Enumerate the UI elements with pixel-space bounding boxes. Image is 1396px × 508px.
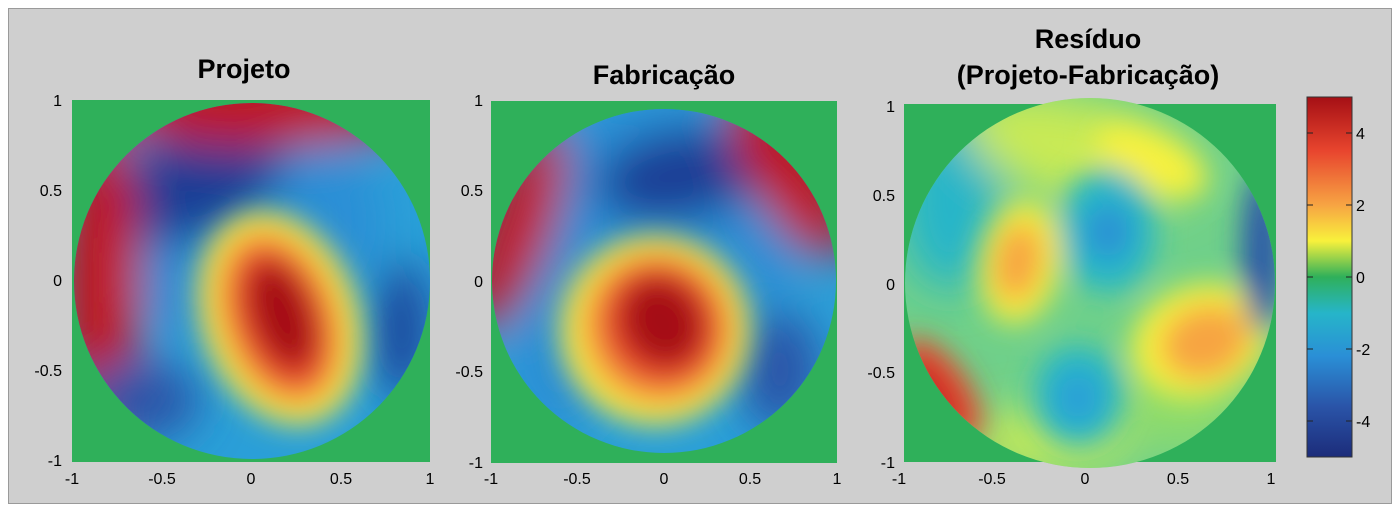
panel-1-ytick: -1 (48, 453, 62, 470)
panel-1-xtick: 0.5 (330, 471, 352, 488)
panel-3-ytick: 0.5 (873, 188, 895, 205)
panel-1-xtick: -1 (65, 471, 79, 488)
panel-2-ytick: 1 (474, 93, 483, 110)
panel-1-disk (74, 103, 430, 459)
panel-1-xtick: -0.5 (148, 471, 176, 488)
panel-2-ytick: 0 (474, 274, 483, 291)
panel-3-x-ticks: -1 -0.5 0 0.5 1 (892, 471, 1276, 488)
colorbar-tick-label: -2 (1356, 342, 1370, 359)
panel-1-title: Projeto (197, 54, 290, 84)
panel-1-ytick: 0 (53, 273, 62, 290)
panel-2-y-ticks: 1 0.5 0 -0.5 -1 (455, 93, 483, 472)
colorbar-tick-label: 4 (1356, 126, 1365, 143)
panel-2-x-ticks: -1 -0.5 0 0.5 1 (484, 471, 842, 488)
panel-3-ytick: 1 (886, 99, 895, 116)
panel-3-xtick: 0.5 (1167, 471, 1189, 488)
panel-3-ytick: -1 (881, 455, 895, 472)
panel-3-xtick: 1 (1267, 471, 1276, 488)
colorbar-tick-label: -4 (1356, 414, 1370, 431)
panel-3-ytick: -0.5 (867, 365, 895, 382)
panel-2-xtick: -1 (484, 471, 498, 488)
panel-1-ytick: 0.5 (40, 183, 62, 200)
panel-residuo: Resíduo (Projeto-Fabricação) (867, 24, 1276, 488)
colorbar-gradient (1306, 96, 1353, 458)
panel-1-xtick: 0 (247, 471, 256, 488)
colorbar: 4 2 0 -2 -4 (1306, 96, 1370, 458)
panel-1-xtick: 1 (426, 471, 435, 488)
panel-1-y-ticks: 1 0.5 0 -0.5 -1 (34, 93, 62, 470)
panel-3-subtitle: (Projeto-Fabricação) (957, 60, 1220, 90)
panel-2-xtick: -0.5 (563, 471, 591, 488)
panel-1-ytick: 1 (53, 93, 62, 110)
panel-projeto: Projeto 1 0.5 0 -0.5 -1 (34, 54, 435, 488)
panel-3-xtick: -1 (892, 471, 906, 488)
colorbar-tick-label: 0 (1356, 270, 1365, 287)
panel-1-ytick: -0.5 (34, 363, 62, 380)
panel-2-ytick: -0.5 (455, 364, 483, 381)
panel-3-ytick: 0 (886, 277, 895, 294)
panel-2-xtick: 0 (660, 471, 669, 488)
panel-fabricacao: Fabricação 1 0.5 0 -0.5 - (455, 60, 842, 488)
panel-3-y-ticks: 1 0.5 0 -0.5 -1 (867, 99, 895, 472)
panel-3-title: Resíduo (1035, 24, 1142, 54)
panel-2-ytick: 0.5 (461, 183, 483, 200)
panel-3-xtick: -0.5 (978, 471, 1006, 488)
panel-2-xtick: 1 (833, 471, 842, 488)
colorbar-tick-label: 2 (1356, 198, 1365, 215)
colorbar-ticks: 4 2 0 -2 -4 (1307, 126, 1370, 431)
panel-2-title: Fabricação (593, 60, 736, 90)
panel-3-xtick: 0 (1081, 471, 1090, 488)
panel-2-xtick: 0.5 (739, 471, 761, 488)
panel-1-x-ticks: -1 -0.5 0 0.5 1 (65, 471, 435, 488)
panel-2-ytick: -1 (469, 455, 483, 472)
